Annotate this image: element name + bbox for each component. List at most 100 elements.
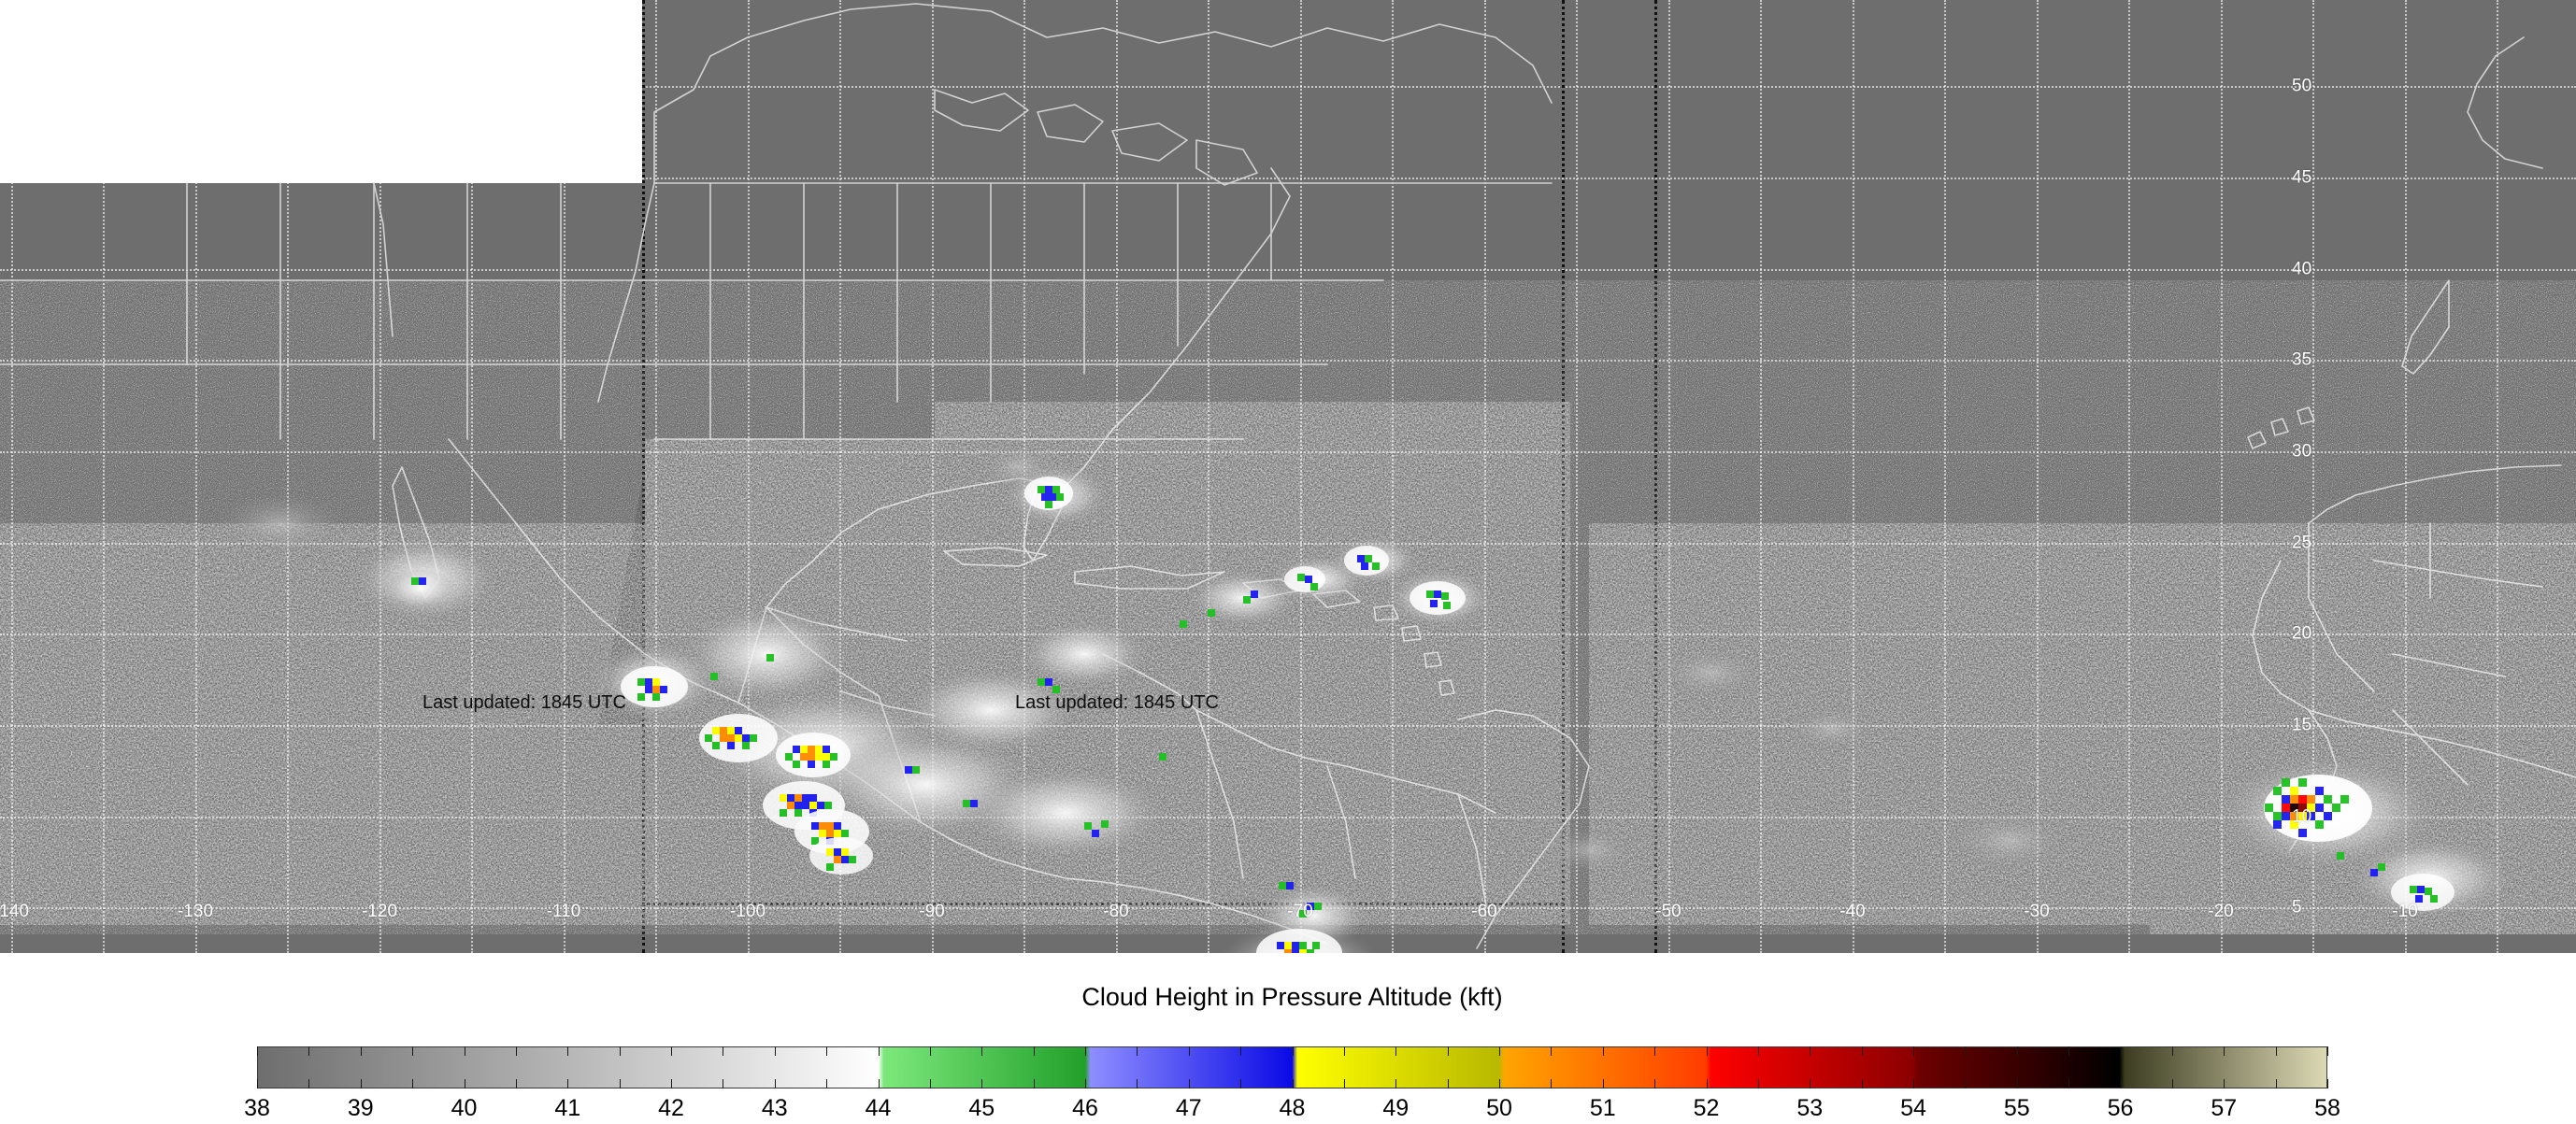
colorbar-tick — [412, 1079, 414, 1088]
storm-cores-gulf-of-guinea — [2337, 852, 2454, 911]
colorbar-tick — [1395, 1046, 1397, 1056]
colorbar-title: Cloud Height in Pressure Altitude (kft) — [1081, 983, 1503, 1011]
colorbar-tick — [671, 1046, 672, 1056]
lon-label: -20 — [2208, 902, 2234, 921]
colorbar-tick — [360, 1046, 362, 1056]
colorbar-tick — [1551, 1046, 1553, 1056]
colorbar-tick — [2068, 1079, 2070, 1088]
colorbar-tick — [981, 1079, 983, 1088]
colorbar-tick-label: 44 — [865, 1095, 892, 1121]
cloud-height-raster — [0, 280, 2576, 953]
storm-core-florida — [1024, 477, 1073, 510]
lon-label: -40 — [1839, 902, 1866, 921]
lat-label: 20 — [2292, 623, 2312, 644]
colorbar-tick — [1292, 1079, 1294, 1088]
colorbar-tick-label: 46 — [1072, 1095, 1098, 1121]
colorbar-tick — [671, 1079, 672, 1088]
satellite-cloud-height-map[interactable]: -140 -130 -120 -110 -100 -90 -80 -70 -60… — [0, 0, 2576, 953]
colorbar-tick — [1085, 1046, 1086, 1056]
last-updated-stamp: Last updated: 1845 UTC — [1015, 692, 1219, 713]
colorbar-tick-label: 48 — [1279, 1095, 1306, 1121]
colorbar-tick — [981, 1046, 983, 1056]
colorbar-tick — [1343, 1079, 1345, 1088]
lat-label: 25 — [2292, 533, 2312, 553]
colorbar-tick-label: 51 — [1589, 1095, 1616, 1121]
colorbar-tick-label: 49 — [1382, 1095, 1410, 1121]
colorbar-tick — [2120, 1079, 2122, 1088]
last-updated-stamp: Last updated: 1845 UTC — [422, 692, 626, 713]
colorbar-tick — [1654, 1079, 1656, 1088]
colorbar-tick — [360, 1079, 362, 1088]
storm-cores-antilles — [1180, 546, 1466, 628]
colorbar-tick — [1706, 1046, 1708, 1056]
gridline-lat — [0, 86, 2576, 88]
colorbar-tick — [2327, 1079, 2328, 1088]
colorbar-tick-label: 58 — [2314, 1095, 2340, 1121]
lon-label: -30 — [2024, 902, 2050, 921]
colorbar-tick — [1085, 1079, 1086, 1088]
colorbar-tick — [567, 1079, 569, 1088]
lon-label: -80 — [1103, 902, 1129, 921]
colorbar-tick-label: 56 — [2107, 1095, 2134, 1121]
colorbar-tick — [515, 1079, 517, 1088]
colorbar-tick — [1551, 1079, 1553, 1088]
lon-label: -120 — [361, 902, 398, 921]
colorbar-tick — [2327, 1046, 2328, 1056]
lon-label: -130 — [177, 902, 214, 921]
colorbar-tick — [2224, 1046, 2225, 1056]
colorbar-tick — [1395, 1079, 1397, 1088]
colorbar-tick-label: 53 — [1796, 1095, 1824, 1121]
colorbar-tick — [1447, 1079, 1449, 1088]
lat-label: 40 — [2292, 259, 2312, 279]
colorbar-tick — [2016, 1079, 2018, 1088]
colorbar-tick — [929, 1079, 931, 1088]
colorbar-tick — [257, 1079, 258, 1088]
lat-label: 10 — [2292, 806, 2312, 827]
colorbar-panel: Cloud Height in Pressure Altitude (kft) … — [0, 953, 2576, 1124]
colorbar-tick — [878, 1079, 880, 1088]
colorbar-tick — [1913, 1079, 1914, 1088]
lat-label: 5 — [2292, 897, 2302, 918]
colorbar-tick — [1188, 1079, 1190, 1088]
lon-label: -50 — [1655, 902, 1682, 921]
lat-label: 15 — [2292, 715, 2312, 735]
lon-label: -70 — [1287, 902, 1313, 921]
colorbar-tick — [1602, 1079, 1604, 1088]
colorbar-tick — [1137, 1079, 1138, 1088]
lat-label: 45 — [2292, 167, 2312, 188]
colorbar-tick — [1447, 1046, 1449, 1056]
colorbar-tick — [1240, 1079, 1242, 1088]
colorbar-tick-label: 41 — [554, 1095, 581, 1121]
colorbar-tick — [774, 1079, 776, 1088]
colorbar-tick — [1033, 1079, 1035, 1088]
colorbar-tick — [1033, 1046, 1035, 1056]
colorbar-tick-label: 40 — [451, 1095, 478, 1121]
colorbar-tick — [412, 1046, 414, 1056]
colorbar-tick — [2275, 1046, 2277, 1056]
gridline-lat — [0, 269, 2576, 271]
colorbar-tick-label: 43 — [761, 1095, 788, 1121]
colorbar-tick — [567, 1046, 569, 1056]
colorbar-tick — [1343, 1046, 1345, 1056]
colorbar-tick — [2120, 1046, 2122, 1056]
lon-label: -140 — [0, 902, 30, 921]
colorbar-tick — [1499, 1079, 1500, 1088]
colorbar-tick — [878, 1046, 880, 1056]
colorbar-tick — [1292, 1046, 1294, 1056]
lat-label: 35 — [2292, 349, 2312, 370]
colorbar-tick — [2224, 1079, 2225, 1088]
colorbar-tick — [1861, 1079, 1863, 1088]
colorbar-tick — [2068, 1046, 2070, 1056]
colorbar-tick — [1499, 1046, 1500, 1056]
colorbar-tick — [308, 1046, 310, 1056]
colorbar-tick-label: 57 — [2211, 1095, 2238, 1121]
colorbar-tick — [257, 1046, 258, 1056]
colorbar-tick — [1654, 1046, 1656, 1056]
colorbar-tick — [774, 1046, 776, 1056]
colorbar-tick — [1706, 1079, 1708, 1088]
storm-core-west-africa — [2264, 775, 2372, 842]
colorbar-tick — [1188, 1046, 1190, 1056]
colorbar-tick-label: 45 — [968, 1095, 995, 1121]
gridline-lat — [0, 178, 2576, 179]
